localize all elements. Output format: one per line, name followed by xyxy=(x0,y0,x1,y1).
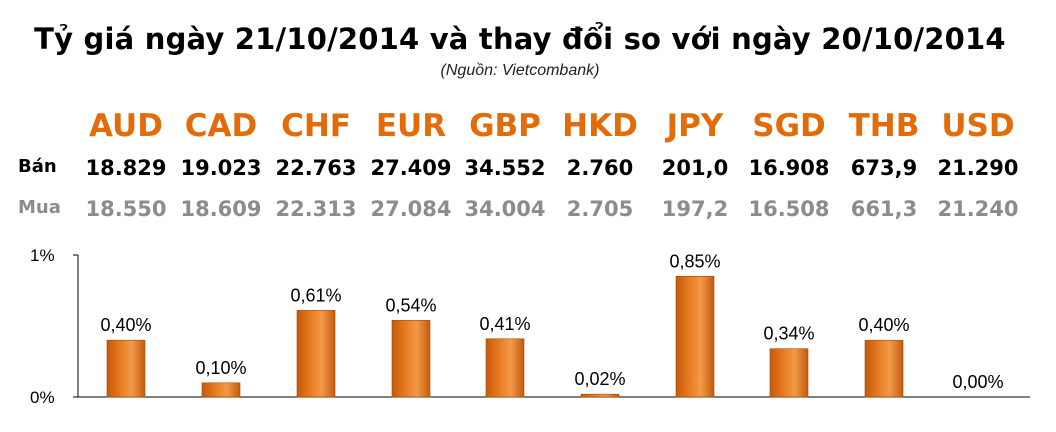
page-title: Tỷ giá ngày 21/10/2014 và thay đổi so vớ… xyxy=(34,22,1006,56)
currency-code-hkd: HKD xyxy=(562,108,638,144)
change-bar-chart: 1% 0% 0,40% 0,10% 0,61% 0,54% 0,41% 0,02% 0,85% 0… xyxy=(30,246,1030,407)
bar-sgd xyxy=(769,348,809,398)
sell-rate-aud: 18.829 xyxy=(85,156,167,180)
data-label-usd: 0,00% xyxy=(952,372,1003,392)
currency-code-sgd: SGD xyxy=(752,108,826,144)
data-label-thb: 0,40% xyxy=(858,315,909,335)
buy-rate-eur: 27.084 xyxy=(370,197,452,221)
sell-rate-chf: 22.763 xyxy=(275,156,357,180)
data-label-cad: 0,10% xyxy=(195,358,246,378)
buy-rate-chf: 22.313 xyxy=(275,197,357,221)
bar-hkd xyxy=(580,393,620,398)
sell-rate-usd: 21.290 xyxy=(937,156,1019,180)
currency-code-row: AUD CAD CHF EUR GBP HKD JPY SGD THB USD xyxy=(0,108,1056,148)
currency-code-aud: AUD xyxy=(89,108,163,144)
buy-rate-row: Mua 18.550 18.609 22.313 27.084 34.004 2.705 1… xyxy=(0,197,1056,237)
currency-code-eur: EUR xyxy=(375,108,447,144)
buy-rate-jpy: 197,2 xyxy=(661,197,729,221)
bar-cad xyxy=(201,382,241,398)
sell-rate-thb: 673,9 xyxy=(850,156,918,180)
data-label-gbp: 0,41% xyxy=(479,314,530,334)
sell-rate-hkd: 2.760 xyxy=(566,156,634,180)
buy-rate-usd: 21.240 xyxy=(937,197,1019,221)
sell-rate-jpy: 201,0 xyxy=(661,156,729,180)
data-label-chf: 0,61% xyxy=(290,285,341,305)
currency-code-usd: USD xyxy=(941,108,1015,144)
data-label-eur: 0,54% xyxy=(385,295,436,315)
currency-code-jpy: JPY xyxy=(666,108,724,144)
data-label-jpy: 0,85% xyxy=(669,251,720,271)
buy-row-label: Mua xyxy=(18,197,61,218)
bar-aud xyxy=(106,339,146,398)
source-note: (Nguồn: Vietcombank) xyxy=(440,62,600,79)
y-tick-label-bottom: 0% xyxy=(30,388,55,407)
buy-rate-cad: 18.609 xyxy=(180,197,262,221)
buy-rate-gbp: 34.004 xyxy=(464,197,546,221)
bar-gbp xyxy=(485,338,525,398)
data-label-aud: 0,40% xyxy=(100,315,151,335)
data-label-sgd: 0,34% xyxy=(763,324,814,344)
currency-code-cad: CAD xyxy=(184,108,258,144)
bar-eur xyxy=(391,320,431,398)
sell-row-label: Bán xyxy=(18,156,57,177)
sell-rate-cad: 19.023 xyxy=(180,156,262,180)
buy-rate-thb: 661,3 xyxy=(850,197,918,221)
bar-thb xyxy=(864,339,904,398)
sell-rate-sgd: 16.908 xyxy=(748,156,830,180)
sell-rate-row: Bán 18.829 19.023 22.763 27.409 34.552 2.760 2… xyxy=(0,156,1056,196)
y-tick-label-top: 1% xyxy=(30,246,55,265)
buy-rate-hkd: 2.705 xyxy=(566,197,634,221)
buy-rate-aud: 18.550 xyxy=(85,197,167,221)
currency-code-chf: CHF xyxy=(281,108,351,144)
sell-rate-eur: 27.409 xyxy=(370,156,452,180)
bar-chf xyxy=(296,310,336,398)
bar-jpy xyxy=(675,275,715,398)
sell-rate-gbp: 34.552 xyxy=(464,156,546,180)
data-label-hkd: 0,02% xyxy=(574,369,625,389)
currency-code-gbp: GBP xyxy=(469,108,541,144)
currency-code-thb: THB xyxy=(848,108,920,144)
buy-rate-sgd: 16.508 xyxy=(748,197,830,221)
